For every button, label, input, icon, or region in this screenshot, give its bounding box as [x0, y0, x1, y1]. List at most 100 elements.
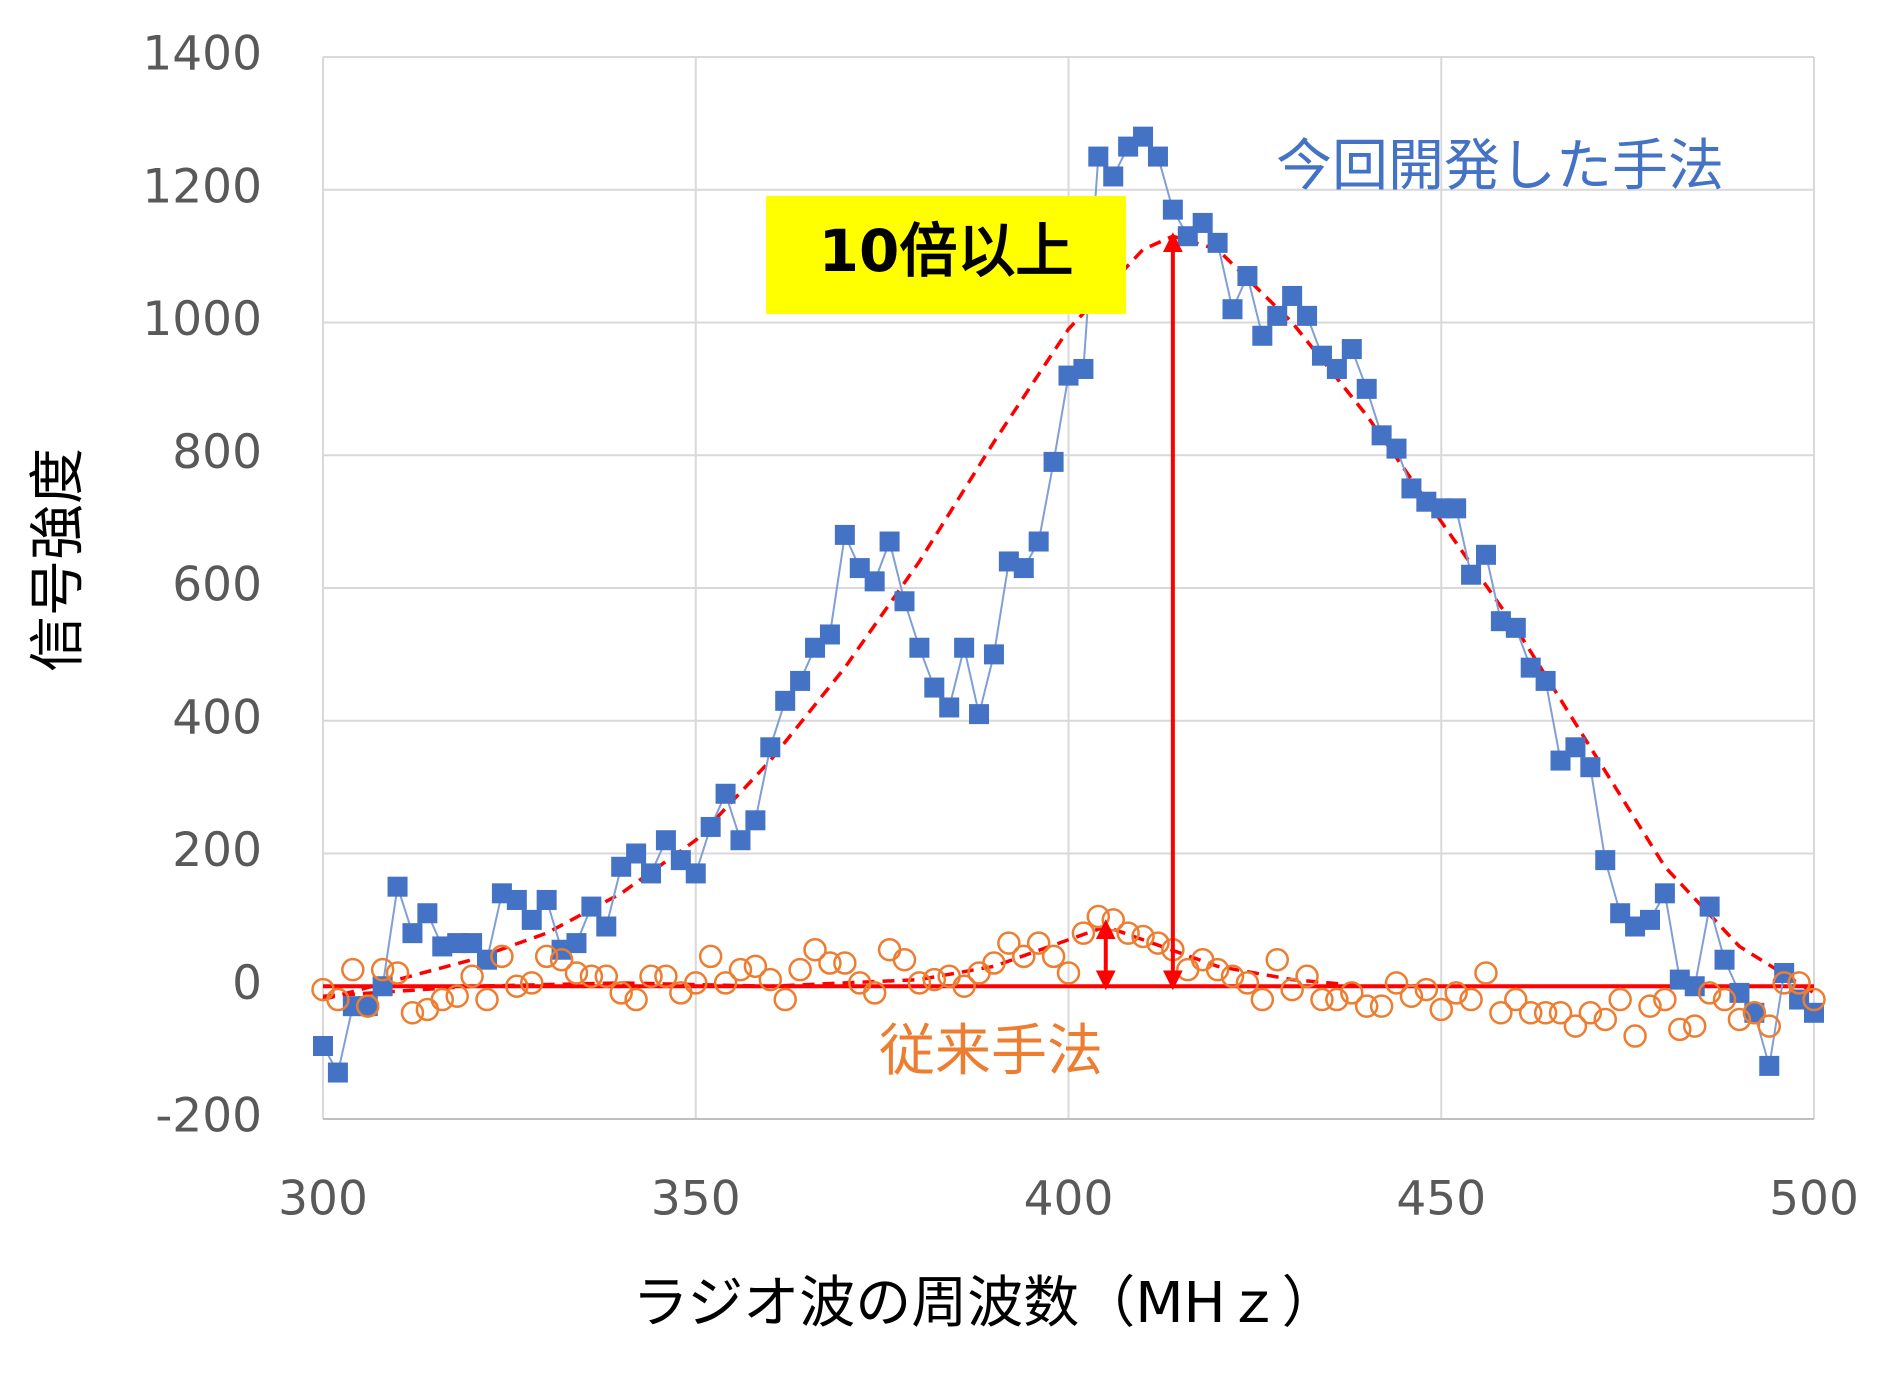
data-point: [684, 971, 708, 995]
data-point: [1176, 957, 1200, 982]
data-point: [952, 974, 976, 998]
data-point: [357, 996, 378, 1017]
data-point: [1505, 617, 1526, 638]
data-point: [760, 737, 781, 758]
data-point: [983, 644, 1004, 665]
data-point: [1461, 564, 1482, 585]
data-point: [1280, 977, 1304, 1002]
data-point: [1727, 1007, 1752, 1032]
data-point: [1697, 981, 1722, 1005]
data-point: [1563, 1014, 1588, 1038]
data-point: [745, 810, 766, 831]
data-point: [819, 624, 840, 645]
x-tick-label: 300: [278, 1172, 368, 1227]
data-point: [355, 994, 380, 1018]
annotation: 従来手法: [879, 1019, 1103, 1084]
data-point: [1533, 1001, 1558, 1025]
data-point: [641, 863, 662, 884]
data-point: [1772, 971, 1796, 995]
data-point: [1310, 987, 1334, 1012]
data-point: [685, 863, 706, 884]
data-point: [579, 964, 604, 989]
data-point: [475, 987, 499, 1012]
data-point: [430, 987, 455, 1012]
data-point: [1654, 883, 1675, 904]
data-point: [490, 944, 514, 969]
data-point: [1235, 971, 1260, 995]
data-point: [1340, 981, 1364, 1005]
data-point: [803, 937, 827, 962]
data-point: [939, 697, 960, 718]
data-point: [387, 876, 408, 897]
data-point: [1088, 146, 1109, 167]
data-point: [566, 933, 587, 954]
data-point: [758, 967, 783, 992]
data-point: [1026, 931, 1051, 955]
data-point: [519, 971, 544, 995]
data-point: [1341, 339, 1362, 360]
y-tick-label: -200: [155, 1089, 262, 1144]
y-tick-label: 1200: [142, 159, 262, 214]
data-point: [1356, 378, 1377, 399]
data-point: [1282, 285, 1303, 306]
data-point: [313, 1035, 333, 1056]
data-point: [594, 964, 619, 989]
data-point: [1116, 921, 1140, 945]
data-point: [907, 971, 932, 995]
x-tick-label: 500: [1769, 1172, 1859, 1227]
data-point: [1297, 305, 1318, 326]
data-point: [1220, 964, 1245, 989]
data-point: [1623, 1024, 1647, 1048]
data-point: [639, 964, 663, 989]
data-point: [477, 949, 498, 970]
data-point: [1265, 947, 1289, 972]
data-point: [1446, 498, 1467, 519]
data-point: [1518, 1001, 1543, 1025]
data-point: [1131, 924, 1155, 949]
data-point: [969, 704, 990, 725]
data-point: [1250, 987, 1275, 1012]
data-point: [462, 933, 483, 954]
annotation: 今回開発した手法: [1276, 134, 1724, 199]
y-tick-label: 1000: [142, 292, 262, 347]
data-point: [894, 591, 915, 612]
data-point: [1103, 166, 1124, 187]
data-point: [1399, 984, 1424, 1008]
data-point: [1043, 451, 1064, 472]
data-point: [1757, 1014, 1782, 1038]
data-point: [1504, 987, 1528, 1012]
data-point: [1041, 944, 1066, 969]
data-point: [1326, 358, 1347, 379]
data-point: [506, 889, 527, 910]
data-point: [997, 931, 1021, 955]
data-point: [1578, 1001, 1603, 1025]
data-point: [713, 971, 738, 995]
data-point: [1682, 1014, 1707, 1038]
data-point: [924, 677, 945, 698]
data-point: [341, 957, 365, 982]
x-tick-label: 350: [651, 1172, 741, 1227]
data-point: [1593, 1007, 1618, 1032]
data-point: [879, 531, 900, 552]
data-point: [700, 816, 721, 837]
data-point: [1295, 964, 1319, 989]
data-point: [1699, 896, 1720, 917]
data-point: [1639, 909, 1660, 930]
data-point: [1354, 994, 1379, 1018]
data-point: [1759, 1055, 1780, 1076]
data-point: [1133, 126, 1154, 147]
data-point: [892, 947, 917, 972]
data-point: [1712, 987, 1737, 1012]
data-point: [1444, 981, 1468, 1005]
data-point: [1237, 266, 1258, 287]
data-point: [415, 997, 440, 1022]
data-point: [1162, 199, 1183, 220]
data-point: [581, 896, 602, 917]
data-point: [654, 964, 678, 989]
data-point: [596, 916, 617, 937]
data-point: [385, 961, 410, 985]
data-point: [626, 843, 647, 864]
data-point: [1714, 949, 1735, 970]
annotation-box: [766, 196, 1126, 314]
